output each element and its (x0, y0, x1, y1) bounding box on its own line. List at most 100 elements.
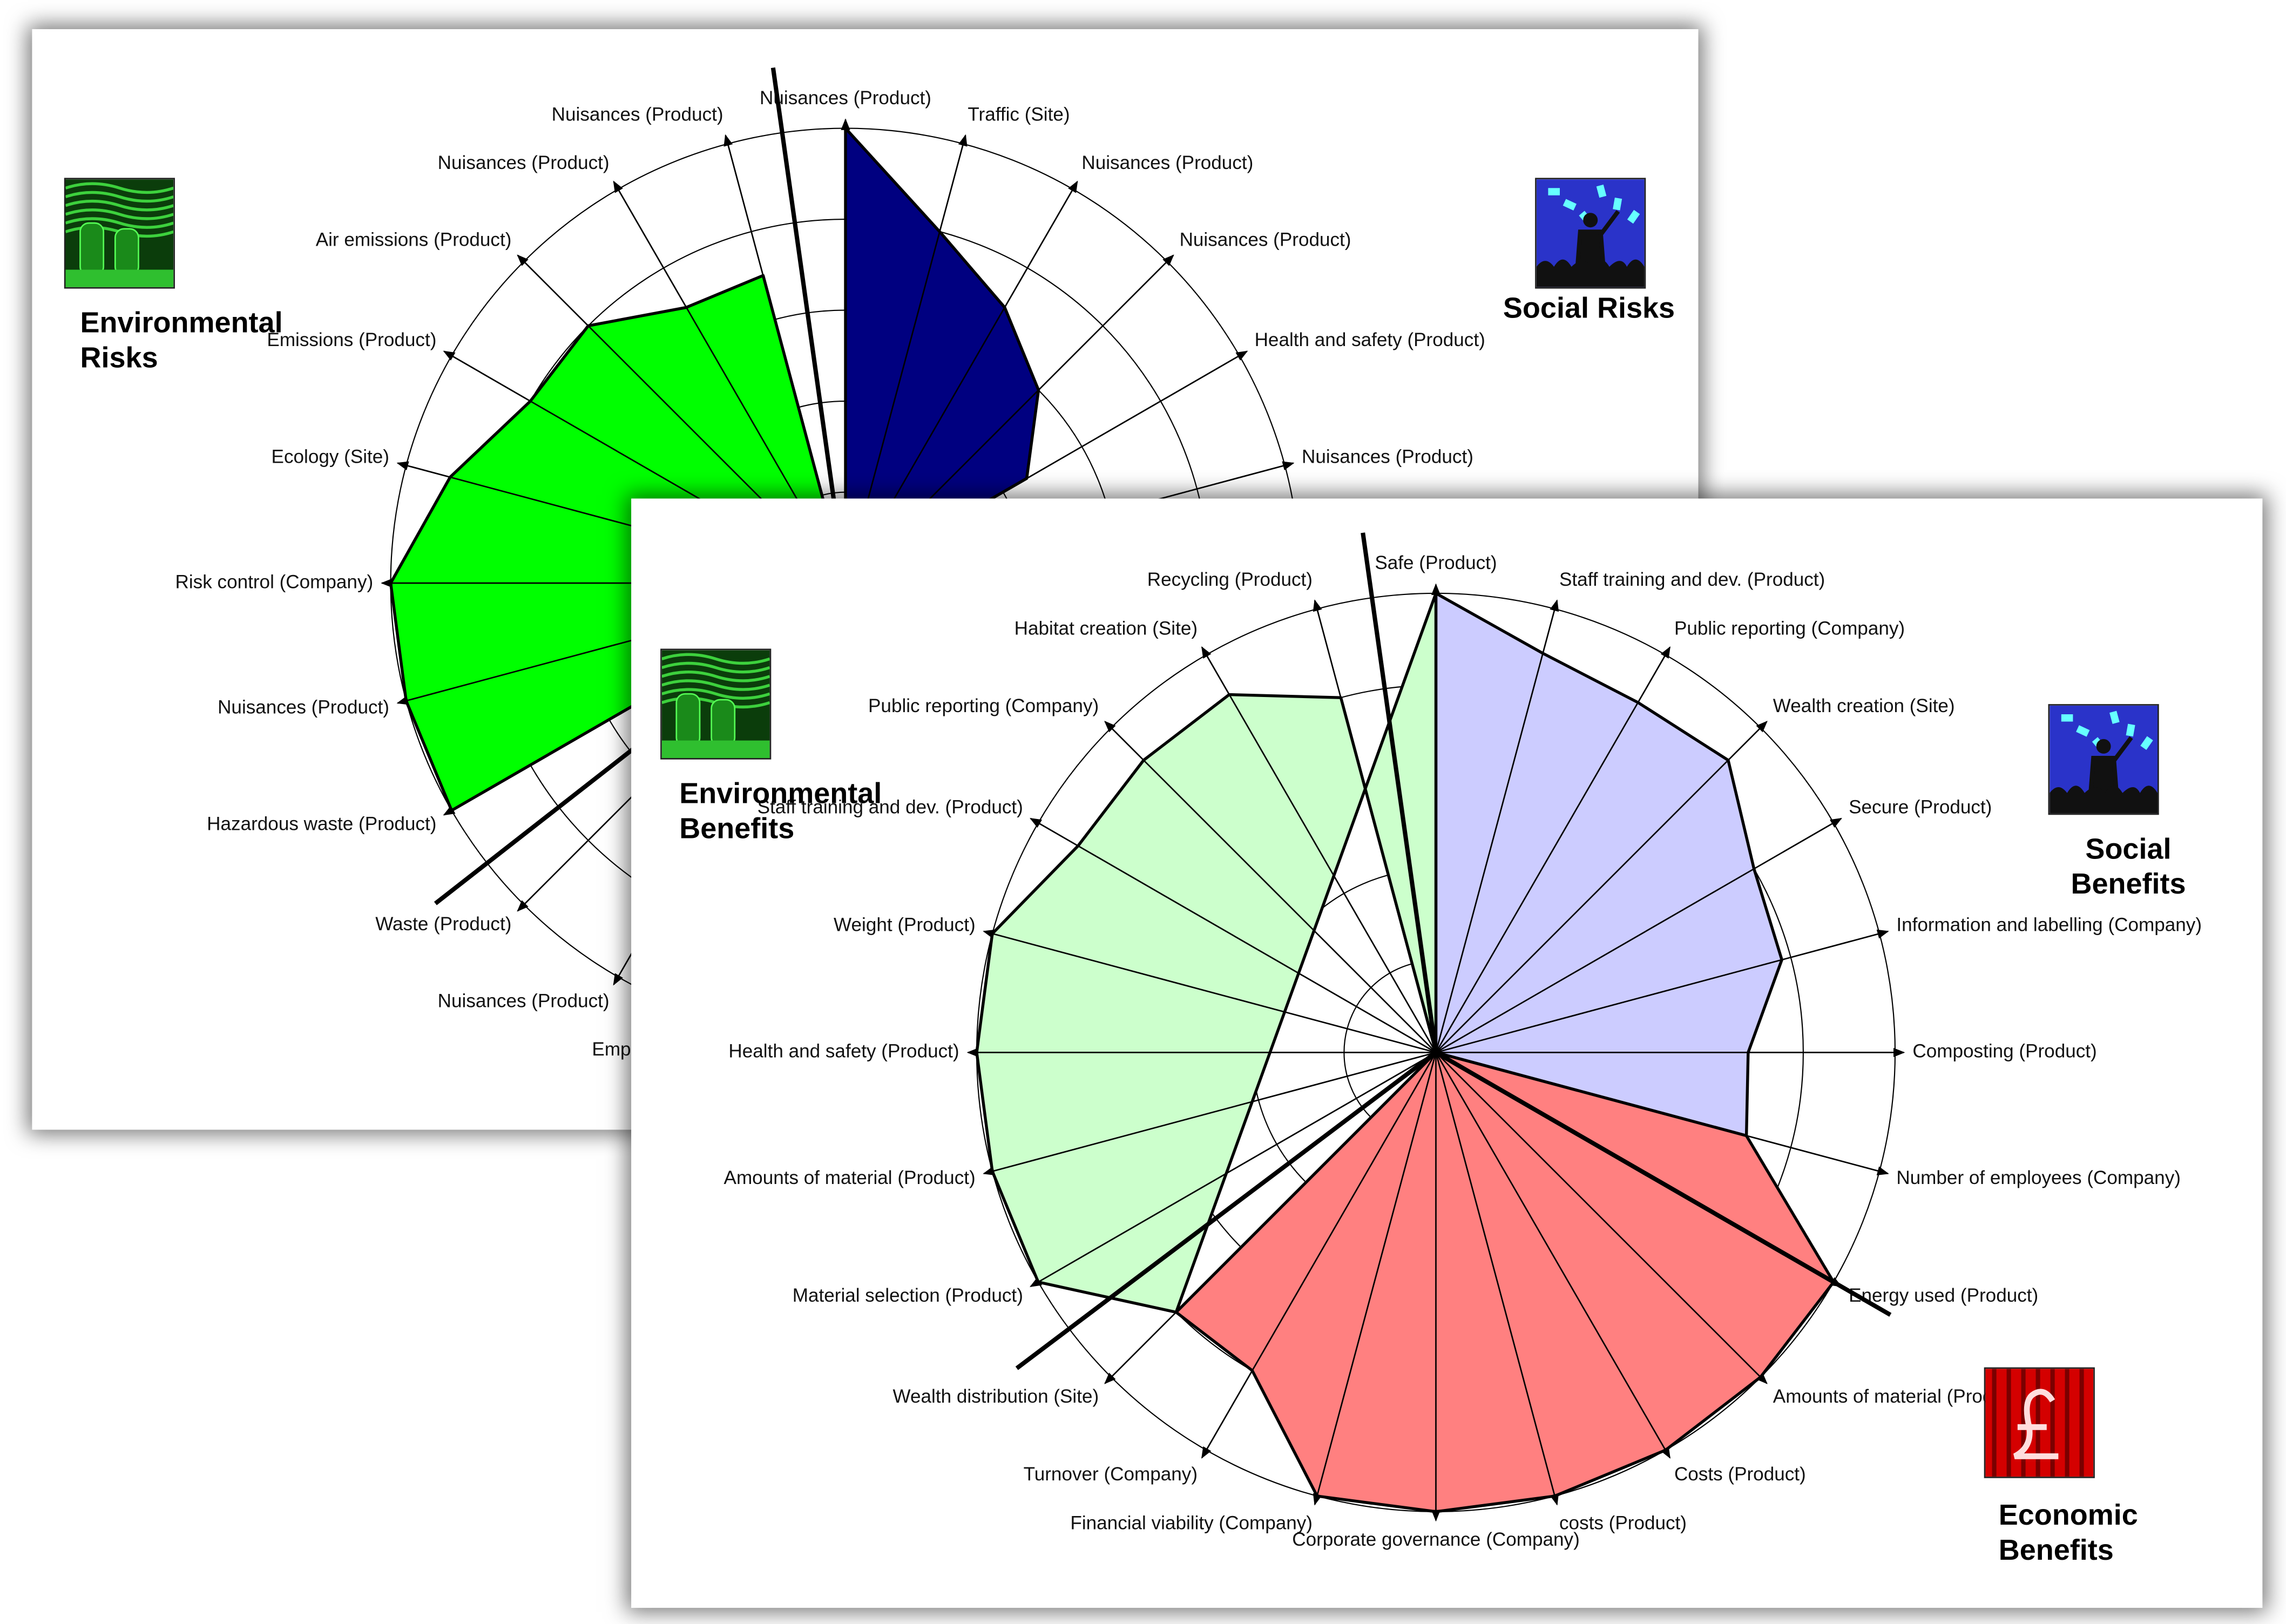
axis-label: Recycling (Product) (1147, 569, 1313, 590)
icon-art (1536, 179, 1645, 287)
axis-label: Public reporting (Company) (1674, 618, 1905, 639)
icon-paper (1627, 209, 1640, 224)
axis-label: Corporate governance (Company) (1292, 1529, 1580, 1550)
axis-spoke (1201, 646, 1437, 1053)
icon-crowd (2050, 786, 2158, 814)
icon-wave (661, 671, 770, 682)
chart-panel: Safe (Product) Staff training and dev. (P… (631, 498, 2263, 1608)
series-caption: Economic Benefits (1998, 1500, 2138, 1567)
axis-label: Nuisances (Product) (1180, 229, 1351, 250)
axis-spoke (1201, 1052, 1437, 1459)
radar-area (1434, 592, 1783, 1138)
icon-head (1583, 213, 1598, 228)
axis-label: Number of employees (Company) (1896, 1167, 2181, 1188)
radar-area (389, 274, 847, 812)
axis-spoke (1313, 1052, 1437, 1506)
axis-label: Risk control (Company) (175, 571, 374, 592)
series-caption: Environmental Benefits (679, 778, 882, 845)
icon (1535, 178, 1646, 289)
axis-label: Wealth distribution (Site) (893, 1386, 1099, 1407)
axis-label: Nuisances (Product) (760, 87, 931, 109)
icon-art (65, 179, 174, 287)
axis-label: Traffic (Site) (968, 104, 1070, 125)
axis-spoke (1030, 1052, 1437, 1287)
icon-tower (114, 228, 139, 276)
icon-pound (2013, 1389, 2059, 1459)
icon-tower (675, 693, 701, 747)
icon-wave (661, 679, 770, 691)
series-caption: Social Benefits (2071, 834, 2186, 901)
axis-label: Secure (Product) (1849, 796, 1992, 817)
axis-label: Safe (Product) (1375, 552, 1497, 573)
axis-label: Information and labelling (Company) (1896, 915, 2202, 936)
axis-label: Staff training and dev. (Product) (758, 796, 1023, 817)
icon (1984, 1367, 2095, 1478)
icon-wave (65, 199, 174, 212)
radar-area (975, 592, 1438, 1314)
axis-spoke (1435, 646, 1671, 1053)
icon-wave (65, 208, 174, 220)
icon (2048, 704, 2159, 815)
axis-spoke (1435, 721, 1768, 1053)
axis-spoke (1030, 817, 1437, 1053)
axis-label: Amounts of material (Product) (1773, 1386, 2025, 1407)
axis-label: Financial viability (Company) (1070, 1512, 1313, 1533)
icon-tower (79, 222, 105, 276)
axis-label: Turnover (Company) (1024, 1464, 1198, 1485)
axis-label: Nuisances (Product) (1302, 446, 1473, 467)
icon-wave (661, 661, 770, 674)
icon-tower (711, 699, 736, 747)
axis-label: costs (Product) (1559, 1512, 1687, 1533)
icon-crowd (1536, 259, 1645, 287)
icon-wave (65, 182, 174, 194)
axis-label: Emissions (Product) (267, 329, 436, 350)
axis-label: Costs (Product) (1674, 1464, 1806, 1485)
icon (64, 178, 175, 289)
icon-paper (1613, 197, 1622, 211)
icon-art (2050, 705, 2158, 814)
axis-label: Habitat creation (Site) (1015, 618, 1198, 639)
sector-divider (1015, 1051, 1437, 1370)
axis-label: Amounts of material (Product) (724, 1167, 976, 1188)
icon-art (1985, 1369, 2094, 1477)
axis-label: Wealth creation (Site) (1773, 695, 1955, 716)
axis-label: Nuisances (Product) (1081, 152, 1253, 173)
axis-spoke (1435, 817, 1842, 1053)
axis-spoke (1436, 929, 1889, 1053)
axis-label: Public reporting (Company) (868, 695, 1099, 716)
axis-label: Staff training and dev. (Product) (1559, 569, 1825, 590)
icon-wave (65, 191, 174, 203)
axis-label: Energy used (Product) (1849, 1285, 2038, 1306)
icon-wave (661, 688, 770, 700)
icon-paper (2061, 714, 2073, 722)
icon (660, 648, 772, 760)
axis-label: Health and safety (Product) (728, 1041, 959, 1062)
axis-spoke (1435, 1052, 1559, 1506)
axis-spoke (1435, 1052, 1768, 1384)
axis-spoke (1313, 599, 1437, 1053)
sector-divider (1435, 1050, 1892, 1317)
series-caption: Social Risks (1503, 293, 1675, 326)
icon-paper (1548, 188, 1560, 195)
axis-label: Material selection (Product) (793, 1285, 1023, 1306)
axis-spoke (983, 929, 1436, 1053)
icon-ground (661, 740, 770, 758)
icon-wave (65, 217, 174, 229)
icon-head (2096, 739, 2111, 754)
radar-chart: Safe (Product) Staff training and dev. (P… (724, 532, 2202, 1550)
icon-paper (1563, 199, 1577, 211)
axis-spoke (1435, 1052, 1671, 1459)
axis-label: Weight (Product) (834, 915, 976, 936)
axis-spoke (1436, 1052, 1889, 1176)
icon-paper (2126, 723, 2135, 737)
icon-wave (661, 653, 770, 665)
axis-spoke (1104, 721, 1437, 1053)
axis-label: Composting (Product) (1912, 1041, 2096, 1062)
icon-paper (2140, 736, 2153, 750)
axis-label: Nuisances (Product) (552, 104, 723, 125)
icon-paper (2076, 725, 2090, 737)
axis-label: Health and safety (Product) (1255, 329, 1485, 350)
axis-label: Nuisances (Product) (438, 991, 610, 1012)
sector-divider (770, 67, 848, 584)
